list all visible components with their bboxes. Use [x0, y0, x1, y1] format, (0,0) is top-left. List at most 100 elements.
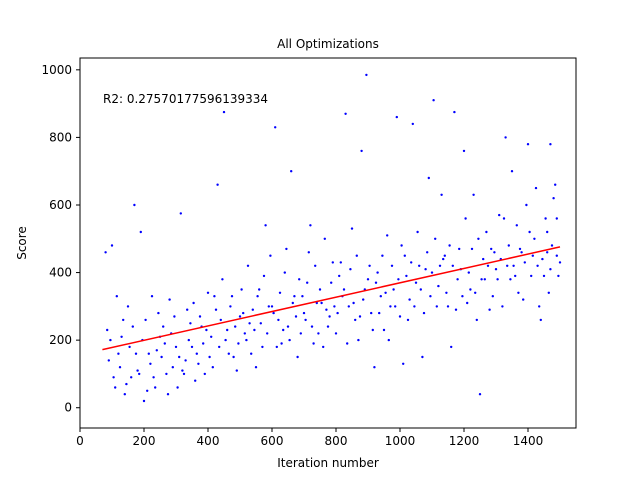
scatter-point [333, 305, 336, 308]
scatter-point [350, 227, 354, 230]
y-axis-label: Score [15, 226, 29, 260]
scatter-point [339, 261, 342, 264]
y-tick-label: 400 [49, 266, 72, 280]
x-tick-label: 0 [76, 434, 84, 448]
scatter-point [286, 325, 290, 328]
scatter-point [435, 305, 438, 308]
x-axis-ticks: 0 200 400 600 800 1000 1200 1400 [76, 428, 543, 448]
scatter-point [365, 73, 368, 77]
scatter-point [114, 386, 117, 389]
scatter-point [466, 301, 469, 305]
scatter-point [392, 288, 395, 291]
scatter-point [494, 268, 498, 271]
scatter-point [312, 342, 315, 345]
scatter-point [370, 311, 373, 315]
scatter-point [344, 112, 347, 116]
scatter-point [203, 372, 206, 376]
scatter-point [293, 295, 296, 298]
scatter-point [384, 291, 387, 294]
scatter-point [229, 305, 232, 308]
scatter-point [232, 355, 235, 359]
scatter-point [226, 328, 229, 332]
scatter-point [267, 305, 270, 308]
x-axis-label: Iteration number [277, 456, 379, 470]
scatter-point [389, 305, 392, 308]
scatter-point [403, 254, 406, 257]
scatter-point [472, 193, 475, 196]
scatter-point [381, 254, 384, 257]
regression-line [102, 246, 561, 351]
scatter-point [309, 224, 312, 227]
scatter-point [256, 295, 259, 298]
scatter-point [395, 115, 398, 119]
scatter-point [482, 257, 485, 261]
scatter-point [520, 251, 523, 254]
x-tick-label: 400 [197, 434, 220, 448]
scatter-point [280, 342, 283, 345]
scatter-point [378, 311, 381, 315]
scatter-point [261, 345, 264, 349]
scatter-point [138, 372, 141, 376]
scatter-point [485, 230, 488, 234]
scatter-point [474, 291, 477, 294]
scatter-point [206, 291, 210, 294]
y-axis-ticks: 0 200 400 600 800 1000 [41, 63, 80, 415]
scatter-point [347, 305, 350, 308]
scatter-point [538, 305, 541, 308]
scatter-point [133, 203, 136, 207]
scatter-point [274, 126, 277, 129]
scatter-point [387, 338, 390, 342]
scatter-point [296, 355, 299, 359]
scatter-point [398, 315, 402, 318]
scatter-point [390, 264, 394, 267]
scatter-point [110, 244, 114, 247]
scatter-point [184, 359, 187, 362]
scatter-point [539, 318, 542, 322]
scatter-point [461, 295, 464, 298]
y-tick-label: 600 [49, 198, 72, 212]
scatter-point [382, 328, 386, 332]
scatter-point [130, 376, 133, 379]
scatter-point [358, 315, 362, 318]
scatter-point [275, 345, 278, 349]
scatter-points [104, 73, 562, 403]
scatter-point [338, 274, 341, 278]
scatter-point [235, 369, 238, 372]
scatter-point [304, 318, 307, 322]
scatter-point [419, 288, 422, 291]
scatter-point [546, 230, 549, 234]
scatter-point [416, 230, 419, 234]
scatter-point [374, 281, 378, 284]
scatter-point [418, 264, 421, 267]
scatter-point [189, 322, 192, 325]
scatter-point [243, 332, 246, 335]
scatter-point [147, 352, 150, 355]
scatter-point [245, 338, 248, 342]
scatter-point [218, 345, 221, 349]
scatter-point [554, 183, 557, 186]
scatter-point [342, 288, 346, 291]
scatter-point [491, 295, 494, 298]
scatter-point [498, 213, 501, 217]
scatter-point [430, 271, 434, 274]
scatter-point [523, 261, 526, 264]
scatter-point [531, 254, 534, 257]
scatter-point [290, 170, 293, 173]
scatter-point [198, 315, 202, 318]
scatter-point [411, 122, 414, 126]
scatter-point [379, 295, 382, 298]
scatter-point [352, 301, 355, 305]
scatter-point [163, 342, 166, 345]
scatter-point [192, 301, 195, 305]
scatter-point [432, 99, 435, 102]
scatter-point [526, 143, 530, 146]
scatter-point [194, 379, 197, 382]
scatter-point [406, 318, 410, 322]
scatter-point [549, 268, 552, 271]
scatter-point [555, 254, 558, 257]
scatter-point [259, 322, 262, 325]
scatter-point [541, 257, 544, 261]
scatter-point [173, 315, 176, 318]
scatter-point [422, 311, 426, 315]
scatter-point [470, 247, 474, 251]
